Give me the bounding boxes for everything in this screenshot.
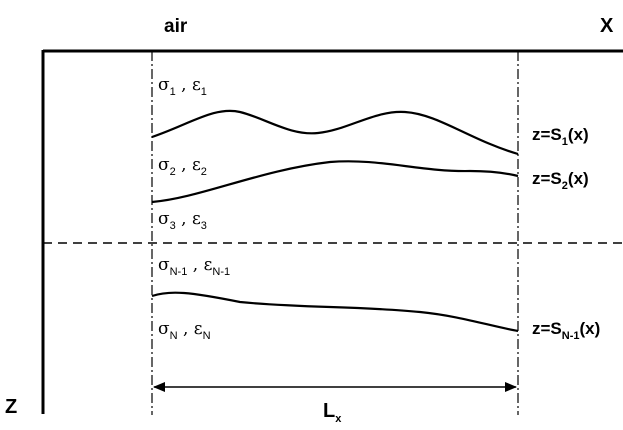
interface-curve-2 <box>151 160 519 204</box>
layer-3-label: σ3 , ε3 <box>158 209 207 232</box>
interface-curve-n-1 <box>151 291 519 333</box>
period-dimension-arrow <box>153 382 517 392</box>
layer-n-label: σN , εN <box>158 319 211 342</box>
period-label: Lx <box>323 400 342 425</box>
x-axis-label: X <box>600 15 614 37</box>
layer-n-1-label: σN-1 , εN-1 <box>158 255 230 278</box>
layer-2-label: σ2 , ε2 <box>158 155 207 178</box>
interface-n-1-label: z=SN-1(x) <box>532 319 600 342</box>
z-axis-label: Z <box>5 396 17 418</box>
air-label: air <box>164 16 188 37</box>
layer-1-label: σ1 , ε1 <box>158 75 207 98</box>
interface-curve-1 <box>151 109 519 156</box>
interface-1-label: z=S1(x) <box>532 125 589 148</box>
interface-2-label: z=S2(x) <box>532 169 589 192</box>
